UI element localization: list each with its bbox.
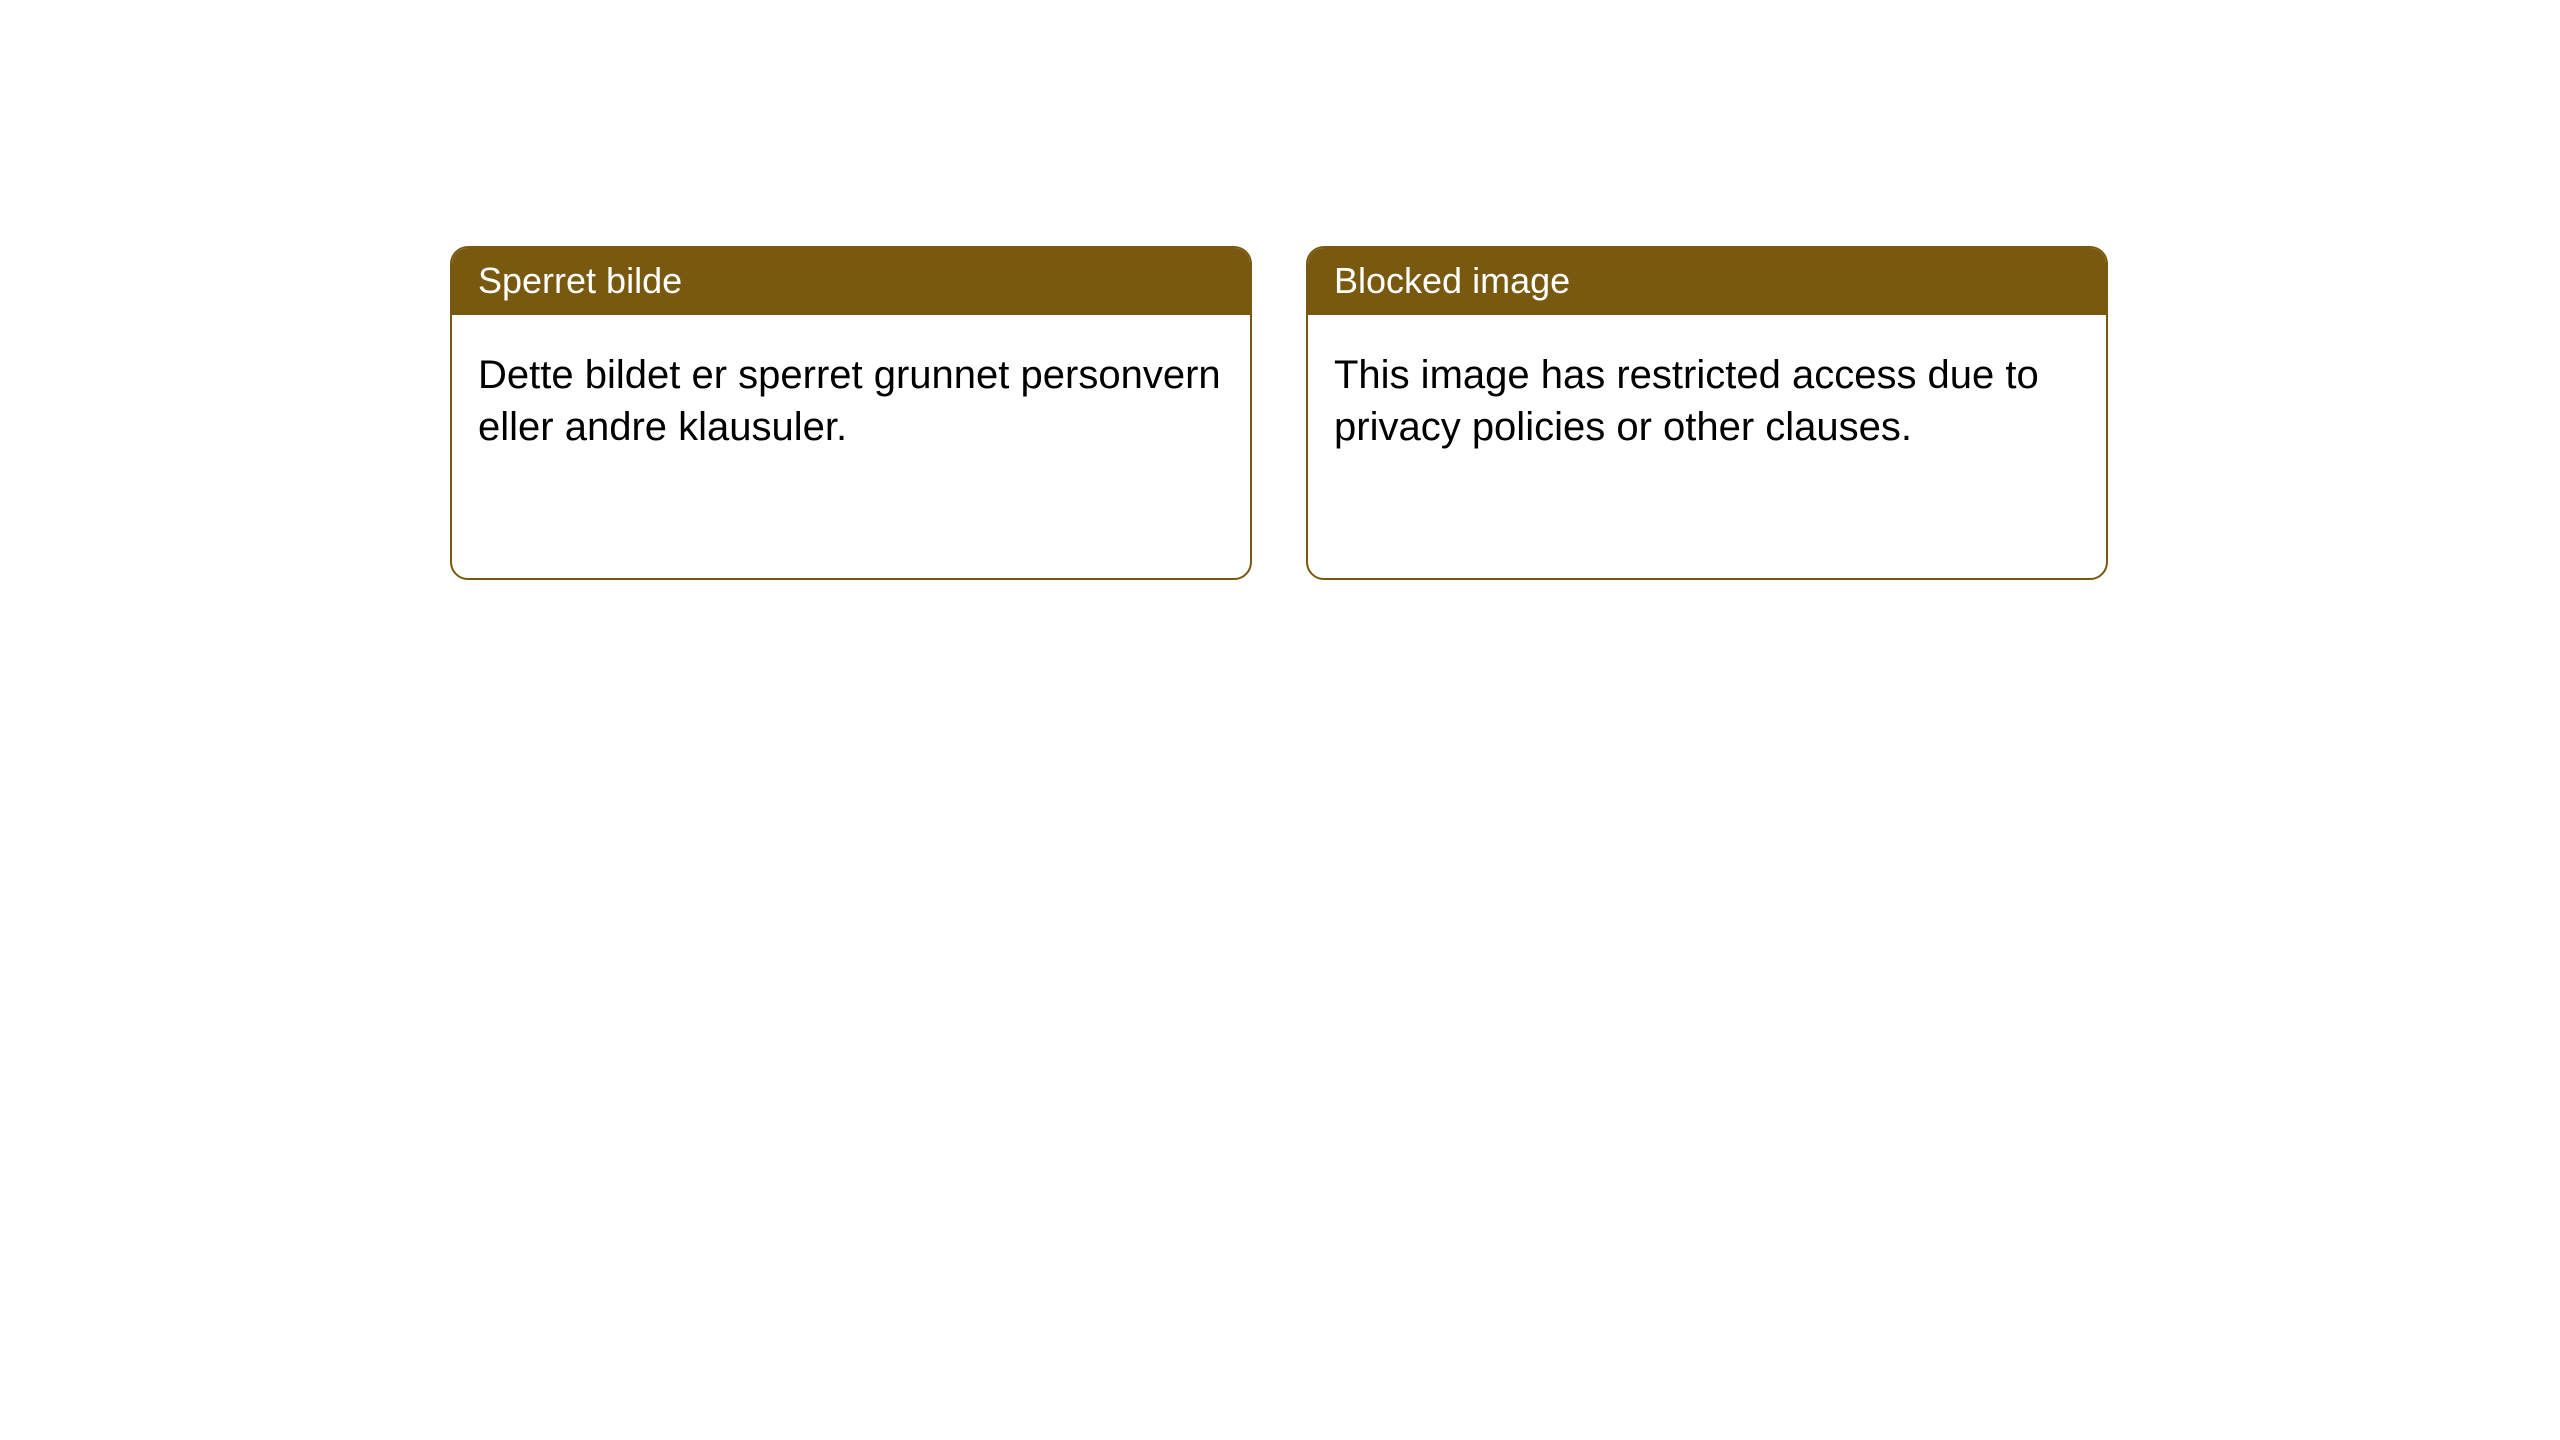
notice-container: Sperret bilde Dette bildet er sperret gr… bbox=[0, 0, 2560, 580]
notice-body-text: This image has restricted access due to … bbox=[1334, 353, 2039, 449]
notice-card-english: Blocked image This image has restricted … bbox=[1306, 246, 2108, 580]
notice-card-norwegian: Sperret bilde Dette bildet er sperret gr… bbox=[450, 246, 1252, 580]
notice-card-body: This image has restricted access due to … bbox=[1308, 315, 2106, 487]
notice-card-header: Sperret bilde bbox=[452, 248, 1250, 315]
notice-card-body: Dette bildet er sperret grunnet personve… bbox=[452, 315, 1250, 487]
notice-title: Blocked image bbox=[1334, 260, 1570, 301]
notice-body-text: Dette bildet er sperret grunnet personve… bbox=[478, 353, 1221, 449]
notice-card-header: Blocked image bbox=[1308, 248, 2106, 315]
notice-title: Sperret bilde bbox=[478, 260, 682, 301]
